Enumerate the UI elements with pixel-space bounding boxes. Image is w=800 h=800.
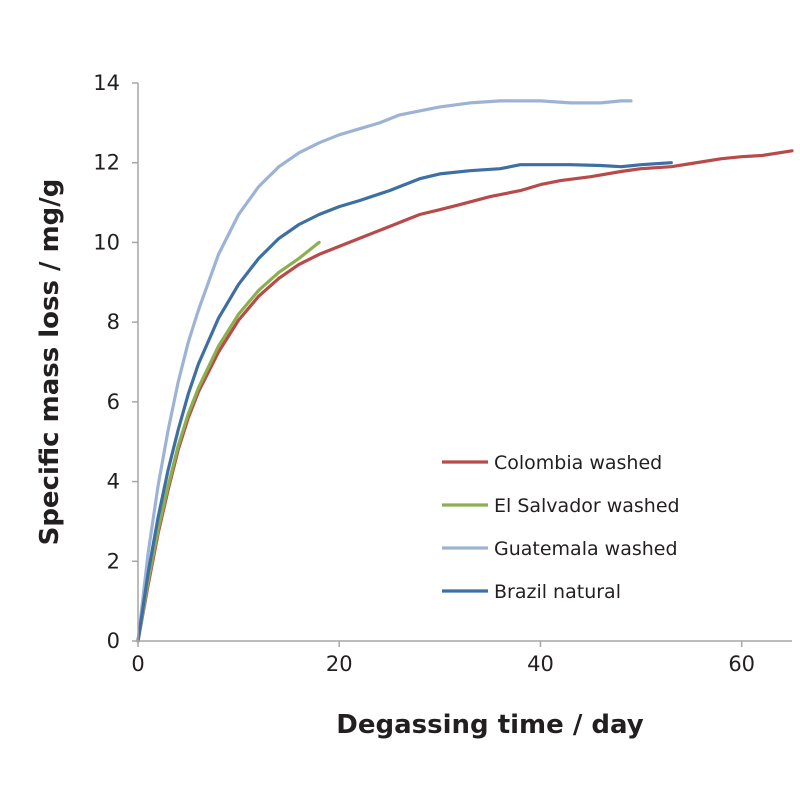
y-tick-label: 10 — [93, 230, 120, 254]
y-tick-label: 12 — [93, 151, 120, 175]
legend-label: El Salvador washed — [494, 495, 680, 517]
y-axis-title: Specific mass loss / mg/g — [35, 179, 65, 546]
series-line-brazil-natural — [136, 161, 673, 643]
x-tick-label: 60 — [728, 652, 755, 676]
legend: Colombia washed El Salvador washed Guatema… — [442, 452, 680, 603]
y-tick-label: 14 — [93, 71, 120, 95]
y-tick-label: 8 — [107, 310, 120, 334]
y-tick-label: 0 — [107, 629, 120, 653]
series-line-el-salvador-washed — [136, 240, 321, 643]
y-axis-ticks: 0 2 4 6 8 10 12 14 — [93, 71, 138, 653]
x-axis-title: Degassing time / day — [336, 710, 643, 740]
axes — [137, 83, 792, 642]
legend-label: Guatemala washed — [494, 538, 678, 560]
legend-label: Colombia washed — [494, 452, 662, 474]
y-tick-label: 2 — [107, 549, 120, 573]
plot-lines — [136, 99, 794, 643]
legend-label: Brazil natural — [494, 581, 621, 603]
series-line-guatemala-washed — [136, 99, 633, 643]
x-tick-label: 0 — [131, 652, 144, 676]
y-tick-label: 4 — [107, 470, 120, 494]
series-line-colombia-washed — [136, 149, 794, 643]
x-axis-ticks: 0 20 40 60 — [131, 641, 755, 676]
x-tick-label: 40 — [527, 652, 554, 676]
x-tick-label: 20 — [326, 652, 353, 676]
y-tick-label: 6 — [107, 390, 120, 414]
